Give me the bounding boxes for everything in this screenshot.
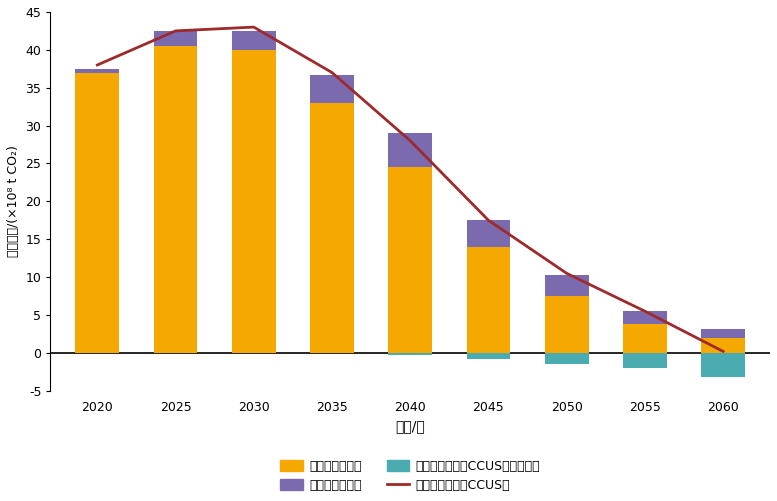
Bar	[545, 275, 589, 296]
Bar	[466, 353, 510, 359]
Bar	[701, 338, 745, 353]
Bar	[388, 167, 432, 353]
Bar	[310, 103, 354, 353]
Bar	[623, 311, 667, 324]
Bar	[701, 329, 745, 338]
Bar	[545, 353, 589, 364]
X-axis label: 时间/年: 时间/年	[395, 419, 425, 433]
Legend: 煤电净碳排放；, 气电净碳排放；, 生物质碳排放（CCUS减排量）；, 总碳排放（计入CCUS）: 煤电净碳排放；, 气电净碳排放；, 生物质碳排放（CCUS减排量）；, 总碳排放…	[274, 453, 546, 498]
Bar	[75, 73, 119, 353]
Bar	[75, 69, 119, 73]
Bar	[466, 220, 510, 247]
Bar	[388, 133, 432, 167]
Bar	[154, 46, 197, 353]
Bar	[154, 31, 197, 46]
Bar	[623, 353, 667, 368]
Bar	[232, 50, 276, 353]
Bar	[545, 296, 589, 353]
Y-axis label: 碳排放量/(×10⁸ t CO₂): 碳排放量/(×10⁸ t CO₂)	[7, 145, 20, 258]
Bar	[388, 353, 432, 355]
Bar	[310, 75, 354, 103]
Bar	[623, 324, 667, 353]
Bar	[701, 353, 745, 377]
Bar	[466, 247, 510, 353]
Bar	[232, 31, 276, 50]
